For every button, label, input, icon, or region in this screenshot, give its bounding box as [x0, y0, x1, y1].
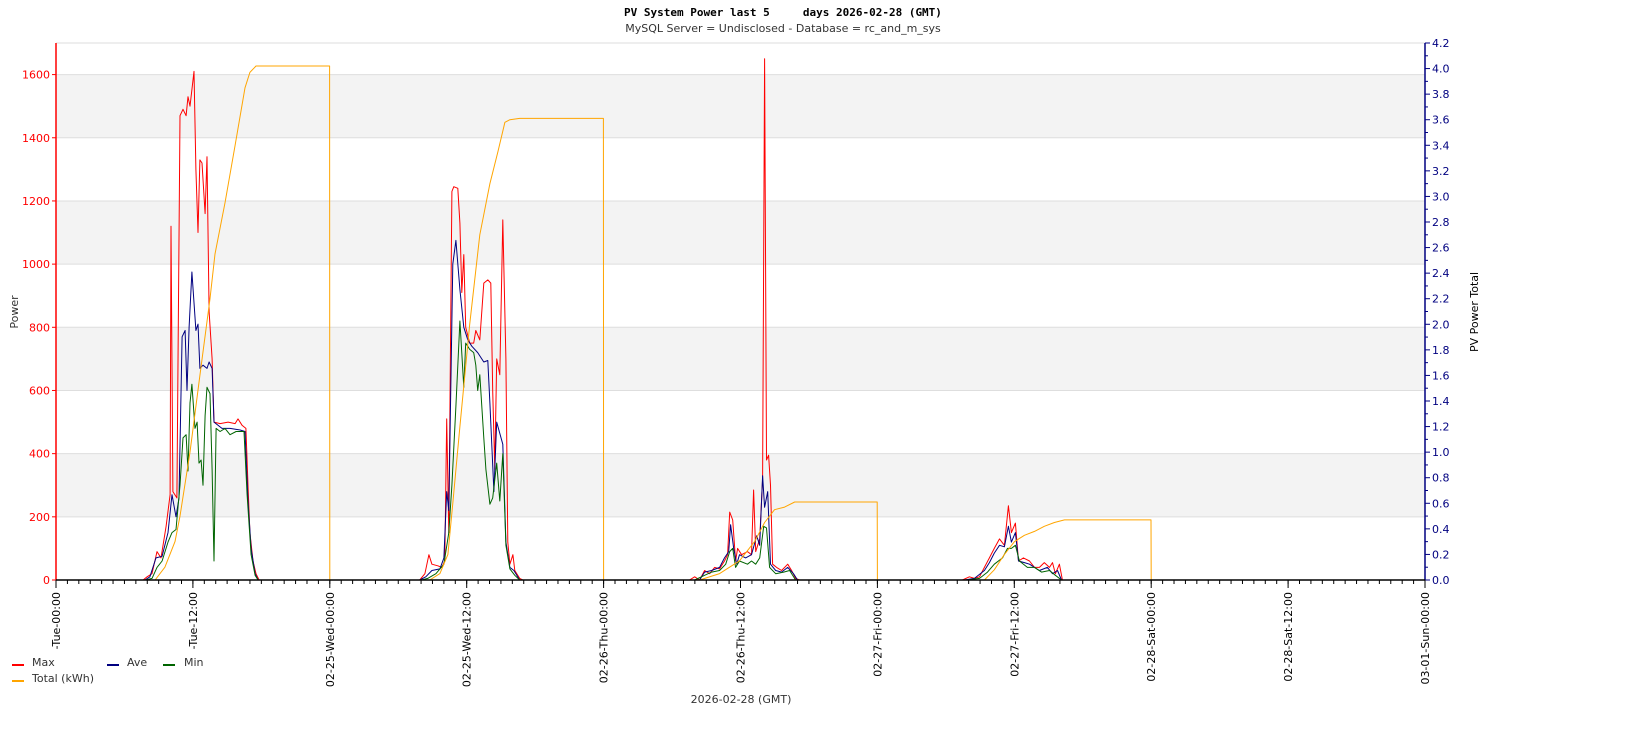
y2-tick-label: 2.6 [1432, 242, 1450, 255]
y-axis-label: Power [8, 295, 21, 329]
y2-tick-label: 0.6 [1432, 497, 1450, 510]
y2-axis-label: PV Power Total [1468, 272, 1481, 352]
y-tick-label: 400 [29, 448, 50, 461]
legend-label-min: Min [184, 656, 204, 669]
y2-tick-label: 1.4 [1432, 395, 1450, 408]
grid-band [56, 327, 1425, 391]
legend-label-ave: Ave [127, 656, 147, 669]
x-tick-label: 02-25-Wed-00:00 [324, 592, 337, 687]
y2-tick-label: 4.0 [1432, 63, 1450, 76]
grid-band [56, 74, 1425, 138]
y2-tick-label: 1.0 [1432, 446, 1450, 459]
y2-tick-label: 2.8 [1432, 216, 1450, 229]
y-tick-label: 600 [29, 384, 50, 397]
grid-band [56, 200, 1425, 265]
series-line-total-kwh [56, 65, 1425, 581]
y-tick-label: 1600 [22, 69, 50, 82]
y-tick-label: 0 [43, 574, 50, 587]
x-tick-label: 02-26-Thu-12:00 [735, 592, 748, 683]
legend: Max Ave Min Total (kWh) [12, 656, 204, 685]
series-line-max [142, 58, 1063, 581]
y-tick-label: 1400 [22, 132, 50, 145]
y2-tick-label: 0.4 [1432, 523, 1450, 536]
y2-tick-label: 3.2 [1432, 165, 1450, 178]
y2-tick-label: 2.2 [1432, 293, 1450, 306]
y-tick-label: 1000 [22, 258, 50, 271]
y2-tick-label: 3.8 [1432, 88, 1450, 101]
x-tick-label: 02-26-Thu-00:00 [598, 592, 611, 683]
y2-tick-label: 2.0 [1432, 318, 1450, 331]
x-tick-label: 03-01-Sun-00:00 [1419, 592, 1432, 685]
x-tick-label: 02-28-Sat-12:00 [1282, 592, 1295, 682]
y2-tick-label: 0.8 [1432, 472, 1450, 485]
y2-tick-label: 0.2 [1432, 548, 1450, 561]
x-tick-label: -Tue-12:00 [187, 592, 200, 649]
x-tick-label: -Tue-00:00 [50, 592, 63, 649]
chart-title: PV System Power last 5 days 2026-02-28 (… [624, 6, 942, 19]
y-tick-label: 800 [29, 321, 50, 334]
series-lines [56, 58, 1425, 581]
x-tick-label: 02-28-Sat-00:00 [1145, 592, 1158, 682]
legend-label-max: Max [32, 656, 55, 669]
legend-label-total: Total (kWh) [31, 672, 94, 685]
x-axis-label: 2026-02-28 (GMT) [691, 693, 792, 706]
y2-tick-label: 0.0 [1432, 574, 1450, 587]
y-tick-label: 200 [29, 511, 50, 524]
y2-tick-label: 1.8 [1432, 344, 1450, 357]
y2-tick-label: 3.6 [1432, 114, 1450, 127]
y2-tick-label: 3.0 [1432, 190, 1450, 203]
series-line-ave [144, 239, 1062, 581]
grid-band [56, 453, 1425, 517]
x-tick-label: 02-25-Wed-12:00 [461, 592, 474, 687]
y2-tick-label: 1.2 [1432, 421, 1450, 434]
x-tick-label: 02-27-Fri-12:00 [1008, 592, 1021, 677]
axes: 0 200 400 600 800 1000 1200 1400 1600 0.0 0.2 0.4 0.… [22, 37, 1450, 687]
y2-tick-label: 1.6 [1432, 369, 1450, 382]
grid-bands [56, 42, 1425, 580]
y-tick-label: 1200 [22, 195, 50, 208]
y2-tick-label: 3.4 [1432, 139, 1450, 152]
series-line-min [145, 320, 1062, 581]
chart-subtitle: MySQL Server = Undisclosed - Database = … [625, 22, 941, 35]
y2-tick-label: 4.2 [1432, 37, 1450, 50]
x-tick-label: 02-27-Fri-00:00 [871, 592, 884, 677]
y2-tick-label: 2.4 [1432, 267, 1450, 280]
